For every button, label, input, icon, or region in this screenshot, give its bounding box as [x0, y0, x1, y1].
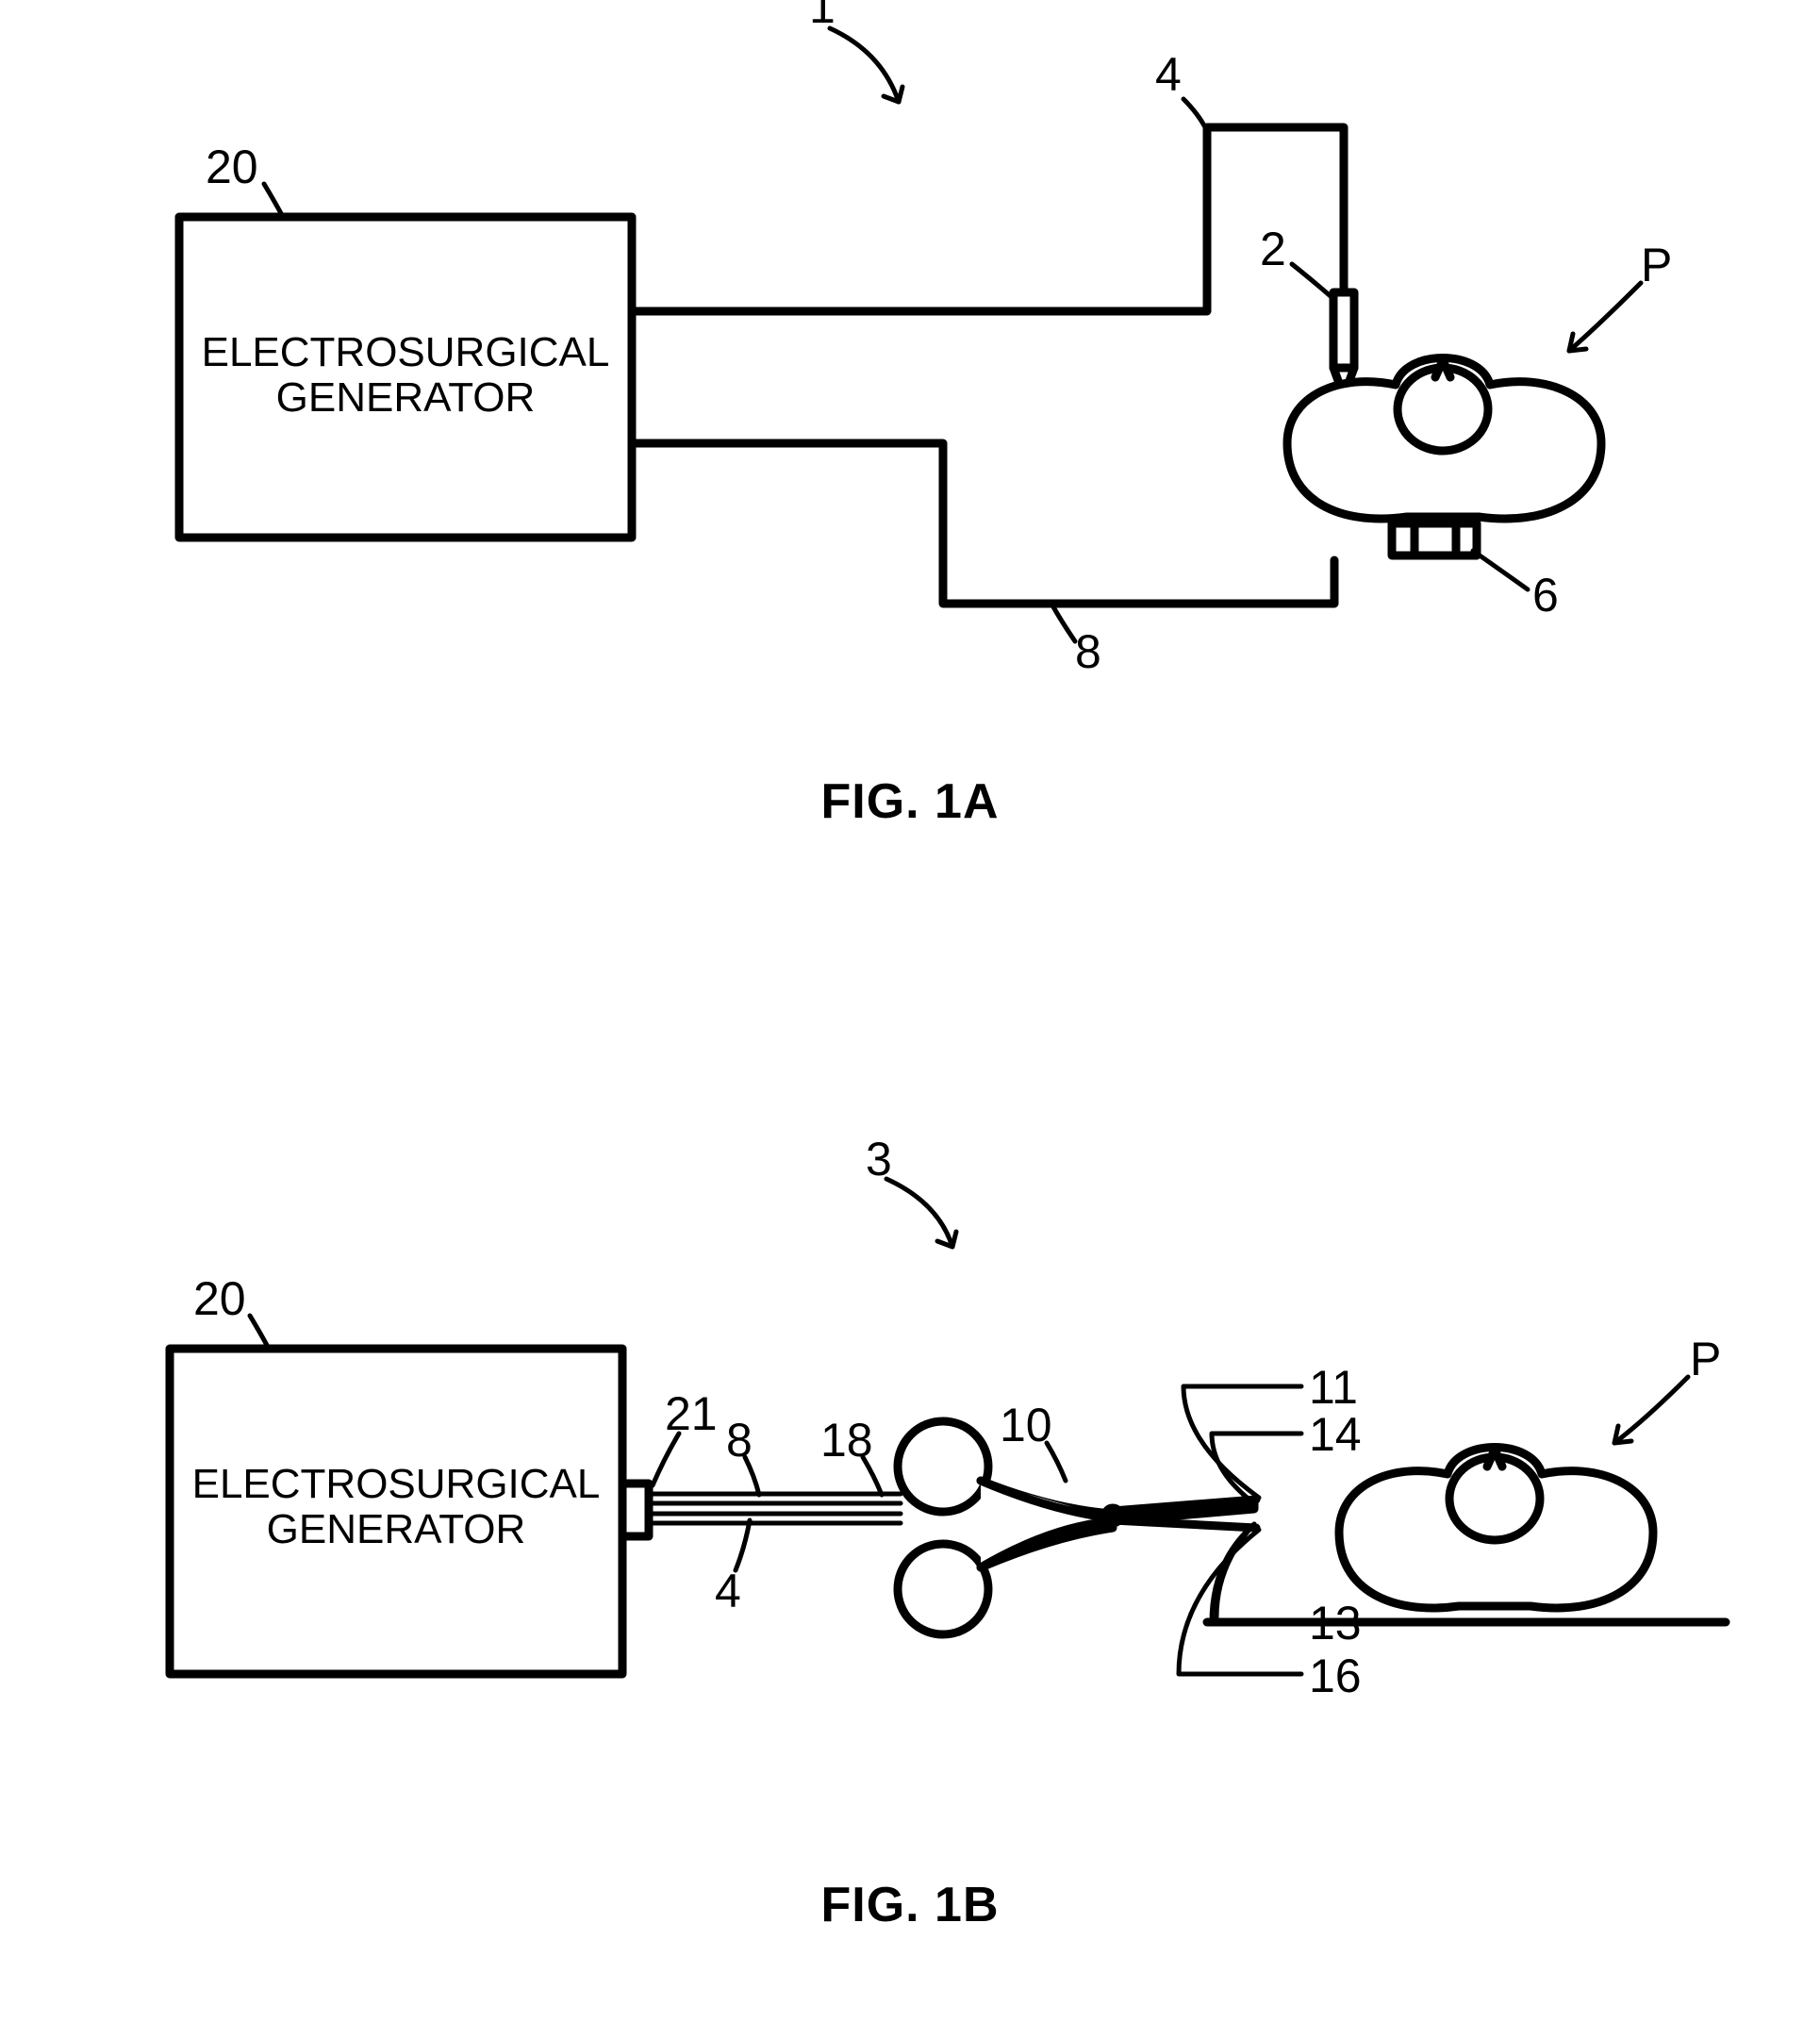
- ref-2-1a: 2: [1260, 222, 1286, 276]
- figure-1b: ELECTROSURGICAL GENERATOR 3 20 21 8 18 4…: [0, 1037, 1820, 1981]
- patient-1b: [1339, 1448, 1653, 1608]
- leader-20: [264, 184, 283, 217]
- ref-13: 13: [1309, 1596, 1362, 1650]
- ref-4-1b: 4: [715, 1564, 741, 1618]
- gen-line2-1b: GENERATOR: [267, 1506, 526, 1552]
- ref-8-1a: 8: [1075, 624, 1101, 679]
- forceps: [898, 1421, 1256, 1634]
- arc-11: [1183, 1386, 1301, 1498]
- leader-21: [653, 1434, 679, 1485]
- cable: [649, 1494, 901, 1523]
- ref-P-1a: P: [1641, 238, 1672, 292]
- arc-16: [1179, 1530, 1301, 1674]
- ref-1: 1: [809, 0, 836, 34]
- generator-text-1a: ELECTROSURGICAL GENERATOR: [179, 330, 632, 422]
- patient-1a: [1287, 358, 1601, 519]
- leader-2-1a: [1292, 264, 1332, 297]
- ref-20-1b: 20: [193, 1271, 246, 1326]
- ref-14: 14: [1309, 1407, 1362, 1462]
- ref-4-1a: 4: [1155, 47, 1182, 102]
- ref-3: 3: [866, 1132, 892, 1186]
- gen-line1-1b: ELECTROSURGICAL: [192, 1461, 601, 1507]
- arrow-P-1a: [1569, 283, 1641, 351]
- fig1b-label: FIG. 1B: [0, 1877, 1820, 1933]
- ref-18: 18: [820, 1413, 873, 1467]
- ref-16: 16: [1309, 1649, 1362, 1703]
- fig1a-label: FIG. 1A: [0, 773, 1820, 830]
- leader-4: [1183, 99, 1205, 127]
- return-pad: [1392, 523, 1477, 555]
- wire-8: [632, 443, 1334, 604]
- arrow-P-1b: [1614, 1377, 1688, 1443]
- gen-line1-1a: ELECTROSURGICAL: [202, 329, 610, 375]
- leader-8-1a: [1051, 604, 1075, 641]
- ref-P-1b: P: [1690, 1332, 1721, 1386]
- leader-6: [1473, 551, 1528, 589]
- generator-text-1b: ELECTROSURGICAL GENERATOR: [170, 1462, 622, 1553]
- gen-line2-1a: GENERATOR: [276, 374, 536, 421]
- ref-20-1a: 20: [206, 140, 258, 194]
- plug-21: [622, 1484, 649, 1536]
- arrow-3: [886, 1179, 952, 1247]
- ref-21: 21: [665, 1386, 718, 1441]
- arrow-1: [830, 28, 899, 102]
- figure-1a: ELECTROSURGICAL GENERATOR 1 4 20 2 P 6 8…: [0, 0, 1820, 849]
- leader-20-1b: [250, 1316, 269, 1349]
- ref-8-1b: 8: [726, 1413, 753, 1467]
- fig1a-svg: [0, 0, 1820, 849]
- ref-10: 10: [1000, 1398, 1052, 1452]
- wire-4: [632, 127, 1344, 311]
- ref-6: 6: [1532, 568, 1559, 622]
